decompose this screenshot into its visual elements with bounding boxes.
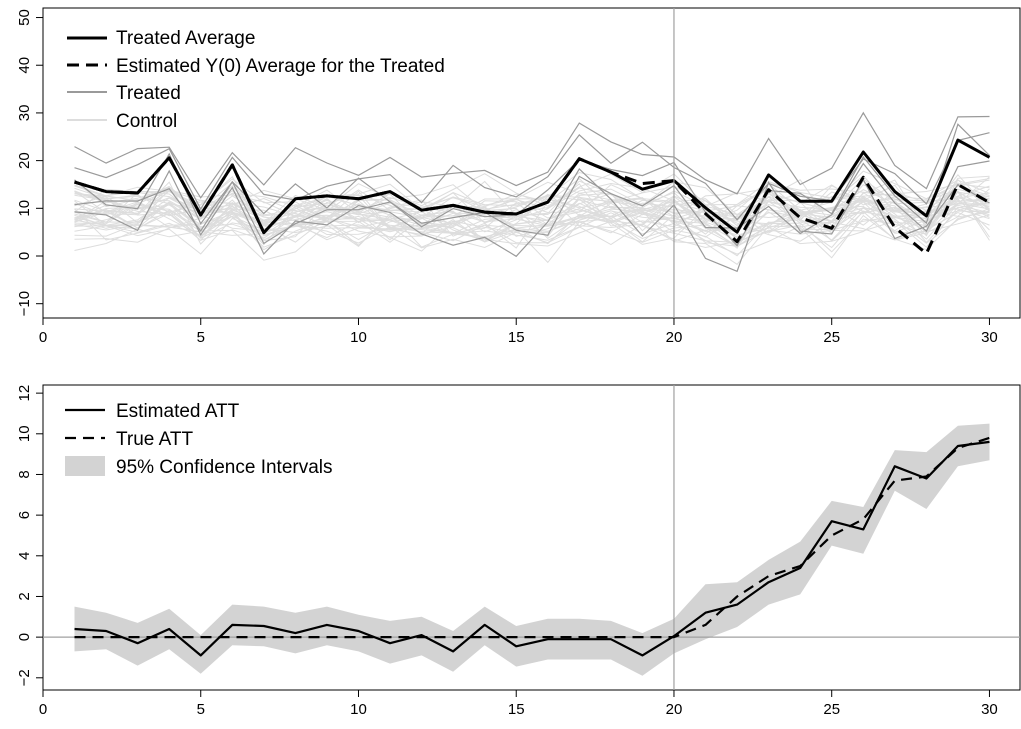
legend-label-estimated-att: Estimated ATT [116, 401, 240, 422]
x-tick-label-25: 25 [823, 701, 840, 718]
treated-unit-line [74, 111, 990, 199]
series-line-true-att [74, 436, 990, 639]
control-unit-line [74, 190, 990, 253]
bottom-panel: 0 5 10 15 20 25 30 −2 0 2 4 6 8 10 12 Estimated ATT Tr… [16, 384, 1021, 718]
y-tick-label-50: 50 [16, 9, 33, 26]
y-tick-label-6: 6 [16, 511, 33, 519]
y-tick-label-0: 0 [16, 252, 33, 260]
x-tick-label-20: 20 [666, 329, 683, 346]
x-tick-label-0: 0 [39, 329, 47, 346]
x-tick-label-15: 15 [508, 329, 525, 346]
control-unit-line [74, 182, 990, 223]
y-tick-label-0: 0 [16, 633, 33, 641]
bottom-panel-marks [74, 436, 990, 657]
treated-unit-line [74, 168, 990, 273]
y-tick-label-4: 4 [16, 552, 33, 560]
x-tick-label-10: 10 [350, 329, 367, 346]
plot-frame-2 [42, 384, 1021, 691]
legend-label-control: Control [116, 111, 177, 132]
legend-label-estimated-y0: Estimated Y(0) Average for the Treated [116, 56, 445, 77]
plot-frame-1 [42, 7, 1021, 319]
control-unit-line [74, 210, 990, 265]
control-unit-line [74, 197, 990, 246]
legend-label-treated-average: Treated Average [116, 28, 255, 49]
top-panel-marks [74, 138, 991, 256]
y-tick-label-40: 40 [16, 57, 33, 74]
bottom-legend: Estimated ATT True ATT 95% Confidence In… [65, 401, 333, 478]
control-unit-line [74, 210, 990, 259]
legend-swatch-confidence [65, 456, 105, 476]
legend-label-true-att: True ATT [116, 429, 193, 450]
y-tick-label-20: 20 [16, 152, 33, 169]
top-panel-axes: 0 5 10 15 20 25 30 −10 0 10 20 30 40 50 [16, 7, 1021, 346]
control-unit-line [74, 190, 990, 245]
control-unit-line [74, 188, 990, 231]
control-unit-line [74, 175, 990, 227]
legend-label-confidence: 95% Confidence Intervals [116, 457, 333, 478]
x-tick-label-0: 0 [39, 701, 47, 718]
treated-lines [74, 111, 990, 273]
x-tick-label-25: 25 [823, 329, 840, 346]
control-unit-line [74, 208, 990, 261]
series-line-estimated-att [74, 440, 990, 657]
x-tick-label-30: 30 [981, 329, 998, 346]
x-tick-label-10: 10 [350, 701, 367, 718]
y-tick-label-30: 30 [16, 105, 33, 122]
control-unit-line [74, 195, 990, 232]
treated-unit-line [74, 123, 990, 247]
y-tick-label-12: 12 [16, 385, 33, 402]
x-tick-label-15: 15 [508, 701, 525, 718]
y-tick-label-10: 10 [16, 200, 33, 217]
x-tick-label-5: 5 [197, 329, 205, 346]
control-unit-line [74, 174, 990, 234]
y-tick-label-2: 2 [16, 592, 33, 600]
x-tick-label-30: 30 [981, 701, 998, 718]
treated-unit-line [74, 160, 990, 245]
y-tick-label--2: −2 [16, 669, 33, 686]
y-tick-label-10: 10 [16, 425, 33, 442]
top-panel: 0 5 10 15 20 25 30 −10 0 10 20 30 40 50 Treated Avera… [16, 7, 1021, 346]
top-legend: Treated Average Estimated Y(0) Average f… [67, 28, 445, 132]
control-unit-line [74, 206, 990, 264]
legend-label-treated: Treated [116, 83, 181, 104]
control-unit-line [74, 202, 990, 248]
confidence-band-area [74, 423, 990, 676]
y-tick-label--10: −10 [16, 291, 33, 316]
x-tick-label-5: 5 [197, 701, 205, 718]
y-tick-label-8: 8 [16, 470, 33, 478]
control-unit-line [74, 199, 990, 242]
control-unit-line [74, 195, 990, 241]
x-tick-label-20: 20 [666, 701, 683, 718]
series-line-treated-average [74, 138, 991, 235]
confidence-band [74, 423, 990, 676]
